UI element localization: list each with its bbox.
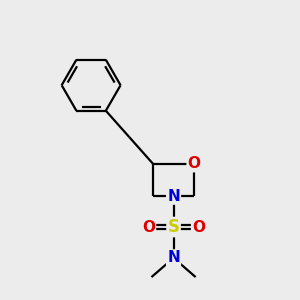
Text: S: S [168,218,180,236]
Text: O: O [142,220,155,235]
Text: N: N [167,189,180,204]
Text: O: O [188,156,201,171]
Text: O: O [192,220,205,235]
Text: N: N [167,250,180,266]
